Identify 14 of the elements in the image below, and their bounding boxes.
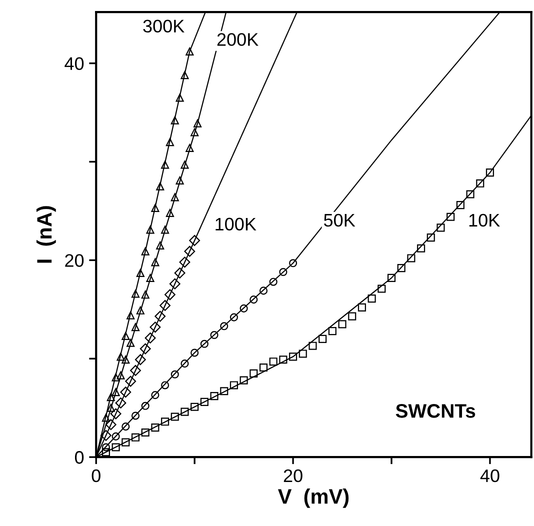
x-axis-title: V (mV) <box>278 488 349 508</box>
y-tick-label: 40 <box>64 57 84 70</box>
y-axis-title: I (nA) <box>36 206 56 263</box>
annotation: SWCNTs <box>396 404 476 418</box>
y-tick-label: 0 <box>74 451 84 464</box>
x-tick-label: 40 <box>480 469 500 482</box>
x-tick-label: 20 <box>284 469 302 482</box>
annotation: 200K <box>217 33 258 46</box>
annotation: 10K <box>469 214 500 227</box>
y-tick-label: 20 <box>65 254 84 267</box>
x-tick-label: 0 <box>92 469 100 482</box>
annotation: 300K <box>143 20 184 33</box>
annotation: 50K <box>324 214 356 227</box>
annotation: 100K <box>216 218 256 231</box>
